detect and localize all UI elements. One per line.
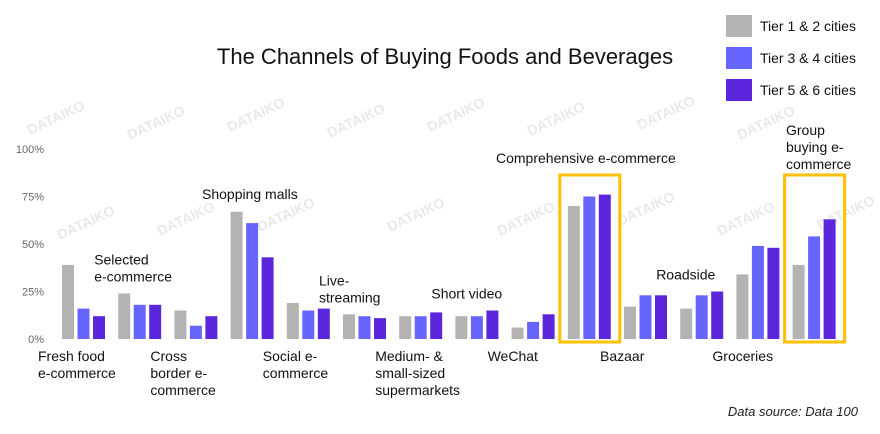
legend-swatch bbox=[726, 15, 752, 37]
watermark-text: DATAIKO bbox=[225, 94, 288, 135]
bar bbox=[430, 312, 443, 339]
bar bbox=[598, 194, 611, 339]
category-label: Medium- & small-sized supermarkets bbox=[375, 348, 460, 398]
watermark-text: DATAIKO bbox=[55, 202, 118, 243]
bar bbox=[542, 314, 555, 339]
watermark-text: DATAIKO bbox=[155, 198, 218, 239]
legend-label: Tier 5 & 6 cities bbox=[760, 82, 856, 98]
legend-swatch bbox=[726, 47, 752, 69]
watermark-text: DATAIKO bbox=[635, 92, 698, 133]
category-label: Social e-commerce bbox=[263, 348, 329, 381]
data-source-note: Data source: Data 100 bbox=[728, 404, 859, 419]
watermark-text: DATAIKO bbox=[615, 188, 678, 229]
bar bbox=[149, 304, 162, 339]
category-label: Live-streaming bbox=[319, 272, 380, 305]
bar bbox=[527, 321, 540, 339]
y-tick-label: 0% bbox=[28, 334, 44, 346]
watermark-text: DATAIKO bbox=[715, 198, 778, 239]
y-tick-label: 25% bbox=[22, 287, 44, 299]
legend-label: Tier 3 & 4 cities bbox=[760, 50, 856, 66]
bar bbox=[317, 308, 330, 339]
bar bbox=[399, 316, 412, 339]
y-tick-label: 50% bbox=[22, 239, 44, 251]
bar bbox=[93, 316, 105, 339]
bar bbox=[174, 310, 187, 339]
category-label: Fresh food e-commerce bbox=[38, 348, 116, 381]
bar bbox=[655, 295, 667, 339]
chart-title: The Channels of Buying Foods and Beverag… bbox=[217, 44, 673, 69]
bar bbox=[343, 314, 355, 339]
bar bbox=[792, 264, 805, 339]
bar bbox=[639, 295, 652, 339]
highlight-box bbox=[783, 173, 847, 344]
bar bbox=[62, 264, 74, 339]
bar bbox=[302, 310, 315, 339]
bar bbox=[246, 223, 259, 339]
legend-label: Tier 1 & 2 cities bbox=[760, 18, 856, 34]
bar bbox=[680, 308, 693, 339]
watermark-text: DATAIKO bbox=[125, 102, 188, 143]
bar bbox=[77, 308, 90, 339]
category-label: Shopping malls bbox=[202, 186, 298, 202]
y-tick-label: 100% bbox=[16, 144, 44, 156]
bar bbox=[374, 318, 386, 339]
bar bbox=[358, 316, 371, 339]
bar bbox=[711, 291, 724, 339]
category-label: Selected e-commerce bbox=[94, 251, 172, 284]
y-tick-label: 75% bbox=[22, 192, 44, 204]
bar bbox=[583, 196, 596, 339]
category-label: Comprehensive e-commerce bbox=[496, 150, 676, 166]
bar bbox=[624, 306, 636, 339]
bar bbox=[230, 211, 243, 339]
highlight-box bbox=[558, 173, 622, 344]
watermark-text: DATAIKO bbox=[495, 198, 558, 239]
bar bbox=[414, 316, 427, 339]
bar bbox=[767, 247, 780, 339]
category-label: Cross border e-commerce bbox=[150, 348, 216, 398]
watermark-text: DATAIKO bbox=[25, 97, 88, 138]
category-label: WeChat bbox=[488, 348, 538, 364]
watermark-text: DATAIKO bbox=[525, 98, 588, 139]
bar bbox=[118, 293, 131, 339]
bar bbox=[736, 274, 749, 339]
bar bbox=[286, 302, 299, 339]
bar bbox=[567, 206, 580, 339]
bar bbox=[695, 295, 708, 339]
bar bbox=[486, 310, 499, 339]
category-label: Group buying e-commerce bbox=[786, 122, 852, 172]
watermark-text: DATAIKO bbox=[325, 100, 388, 141]
category-label: Roadside bbox=[656, 267, 715, 283]
category-label: Short video bbox=[431, 286, 502, 302]
bar bbox=[751, 245, 764, 339]
category-label: Groceries bbox=[712, 348, 773, 364]
bar bbox=[823, 219, 836, 339]
bar bbox=[470, 316, 483, 339]
bar bbox=[808, 236, 821, 339]
bar bbox=[261, 257, 274, 339]
bar bbox=[205, 316, 218, 339]
category-label: Bazaar bbox=[600, 348, 645, 364]
bar bbox=[455, 316, 468, 339]
watermark-text: DATAIKO bbox=[385, 194, 448, 235]
bar bbox=[511, 327, 524, 339]
bar bbox=[189, 325, 202, 339]
legend-swatch bbox=[726, 79, 752, 101]
watermark-text: DATAIKO bbox=[425, 94, 488, 135]
bar bbox=[133, 304, 146, 339]
